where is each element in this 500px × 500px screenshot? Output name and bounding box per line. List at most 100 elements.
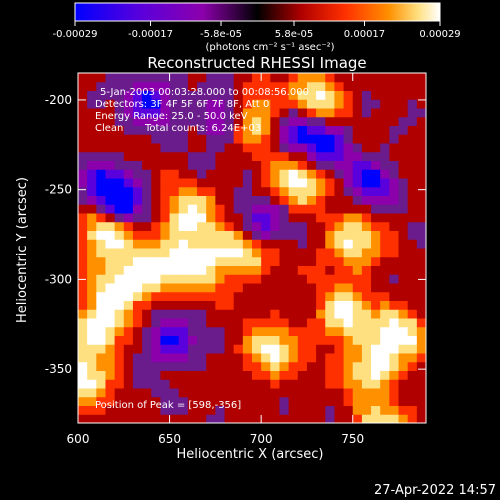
heatmap-cell <box>334 248 345 258</box>
heatmap-cell <box>132 396 143 406</box>
heatmap-cell <box>371 99 381 109</box>
heatmap-cell <box>325 204 335 214</box>
heatmap-cell <box>325 256 335 266</box>
heatmap-cell <box>352 204 363 214</box>
heatmap-cell <box>187 405 198 415</box>
heatmap-cell <box>371 195 381 205</box>
heatmap-cell <box>169 195 180 205</box>
colorbar-tick-label: 5.8e-05 <box>275 29 313 40</box>
heatmap-cell <box>215 379 226 389</box>
heatmap-cell <box>224 248 235 258</box>
heatmap-cell <box>279 90 290 100</box>
heatmap-cell <box>252 370 262 380</box>
heatmap-cell <box>114 300 125 310</box>
heatmap-cell <box>233 379 244 389</box>
heatmap-cell <box>407 108 418 118</box>
heatmap-cell <box>78 204 88 214</box>
heatmap-cell <box>78 326 88 336</box>
heatmap-cell <box>114 388 125 398</box>
heatmap-cell <box>261 353 271 363</box>
heatmap-cell <box>343 99 354 109</box>
heatmap-cell <box>306 379 317 389</box>
heatmap-cell <box>288 230 299 240</box>
heatmap-cell <box>169 151 180 161</box>
heatmap-cell <box>297 134 308 144</box>
heatmap-cell <box>151 396 161 406</box>
colorbar-tick-label: -0.00017 <box>128 29 173 40</box>
heatmap-cell <box>178 318 189 328</box>
heatmap-cell <box>96 151 106 161</box>
heatmap-cell <box>270 248 280 258</box>
heatmap-cell <box>142 151 152 161</box>
heatmap-cell <box>297 169 308 179</box>
heatmap-cell <box>252 230 262 240</box>
heatmap-cell <box>160 274 171 284</box>
heatmap-cell <box>270 379 280 389</box>
heatmap-cell <box>361 309 372 319</box>
heatmap-cell <box>206 230 216 240</box>
heatmap-cell <box>233 326 244 336</box>
heatmap-cell <box>160 90 171 100</box>
heatmap-cell <box>325 230 335 240</box>
heatmap-cell <box>288 370 299 380</box>
heatmap-cell <box>361 300 372 310</box>
heatmap-cell <box>169 90 180 100</box>
heatmap-cell <box>96 81 106 91</box>
heatmap-cell <box>242 99 253 109</box>
heatmap-cell <box>160 361 171 371</box>
heatmap-cell <box>416 143 426 153</box>
heatmap-cell <box>206 169 216 179</box>
heatmap-cell <box>142 99 152 109</box>
heatmap-cell <box>316 414 326 423</box>
heatmap-cell <box>361 239 372 249</box>
heatmap-cell <box>187 353 198 363</box>
heatmap-cell <box>398 256 409 266</box>
heatmap-cell <box>389 178 400 188</box>
heatmap-cell <box>96 134 106 144</box>
heatmap-cell <box>343 370 354 380</box>
heatmap-cell <box>380 300 390 310</box>
heatmap-cell <box>343 134 354 144</box>
heatmap-cell <box>288 379 299 389</box>
heatmap-cell <box>371 230 381 240</box>
heatmap-cell <box>87 335 97 345</box>
heatmap-cell <box>316 151 326 161</box>
heatmap-cell <box>361 90 372 100</box>
heatmap-cell <box>132 344 143 354</box>
heatmap-cell <box>123 361 134 371</box>
heatmap-cell <box>123 204 134 214</box>
heatmap-cell <box>279 248 290 258</box>
heatmap-cell <box>132 283 143 293</box>
heatmap-cell <box>233 265 244 275</box>
heatmap-cell <box>169 283 180 293</box>
heatmap-cell <box>371 116 381 126</box>
heatmap-cell <box>297 125 308 135</box>
heatmap-cell <box>288 300 299 310</box>
heatmap-cell <box>371 414 381 423</box>
heatmap-cell <box>371 283 381 293</box>
heatmap-cell <box>398 379 409 389</box>
heatmap-cell <box>416 178 426 188</box>
heatmap-cell <box>288 90 299 100</box>
heatmap-cell <box>316 178 326 188</box>
heatmap-cell <box>132 178 143 188</box>
heatmap-cell <box>105 318 116 328</box>
heatmap-cell <box>371 186 381 196</box>
heatmap-cell <box>224 186 235 196</box>
heatmap-cell <box>389 335 400 345</box>
heatmap-cell <box>380 326 390 336</box>
heatmap-cell <box>233 151 244 161</box>
heatmap-cell <box>169 143 180 153</box>
heatmap-cell <box>334 143 345 153</box>
heatmap-cell <box>78 99 88 109</box>
heatmap-cell <box>114 90 125 100</box>
heatmap-cell <box>242 108 253 118</box>
heatmap-cell <box>407 99 418 109</box>
heatmap-cell <box>389 379 400 389</box>
heatmap-cell <box>416 99 426 109</box>
heatmap-cell <box>343 326 354 336</box>
heatmap-cell <box>160 239 171 249</box>
heatmap-cell <box>261 344 271 354</box>
heatmap-cell <box>233 388 244 398</box>
heatmap-cell <box>187 221 198 231</box>
